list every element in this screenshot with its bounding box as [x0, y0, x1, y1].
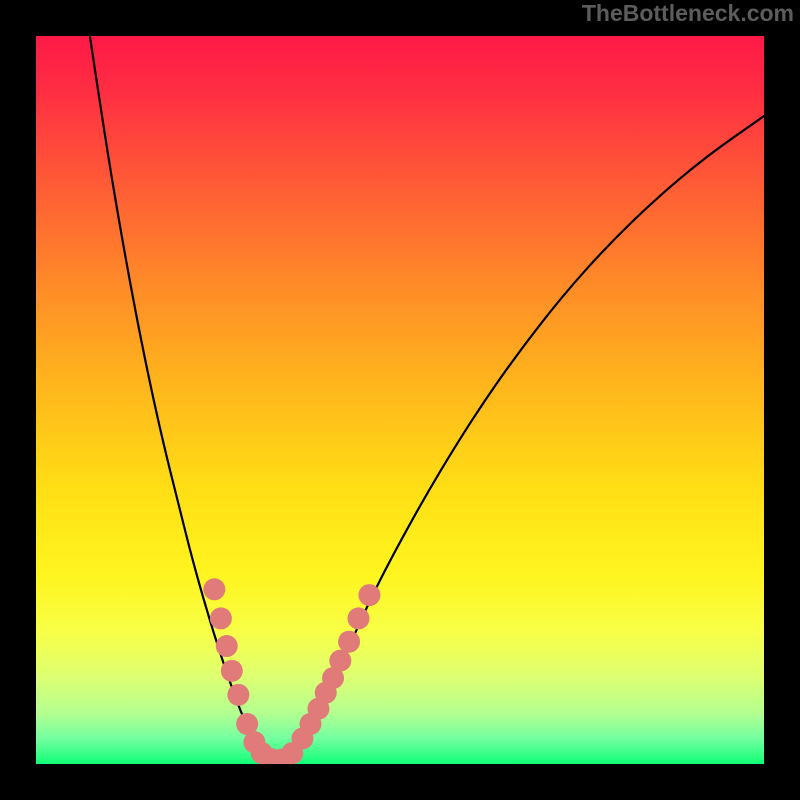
plot-area: [36, 36, 764, 764]
data-marker: [358, 584, 380, 606]
marker-group: [203, 578, 380, 764]
data-marker: [216, 635, 238, 657]
data-marker: [203, 578, 225, 600]
data-marker: [210, 607, 232, 629]
data-marker: [348, 607, 370, 629]
data-marker: [221, 660, 243, 682]
curve-layer: [36, 36, 764, 764]
chart-frame: TheBottleneck.com: [0, 0, 800, 800]
bottleneck-curve: [90, 36, 764, 760]
data-marker: [227, 684, 249, 706]
watermark-text: TheBottleneck.com: [582, 0, 794, 27]
data-marker: [329, 650, 351, 672]
data-marker: [338, 631, 360, 653]
